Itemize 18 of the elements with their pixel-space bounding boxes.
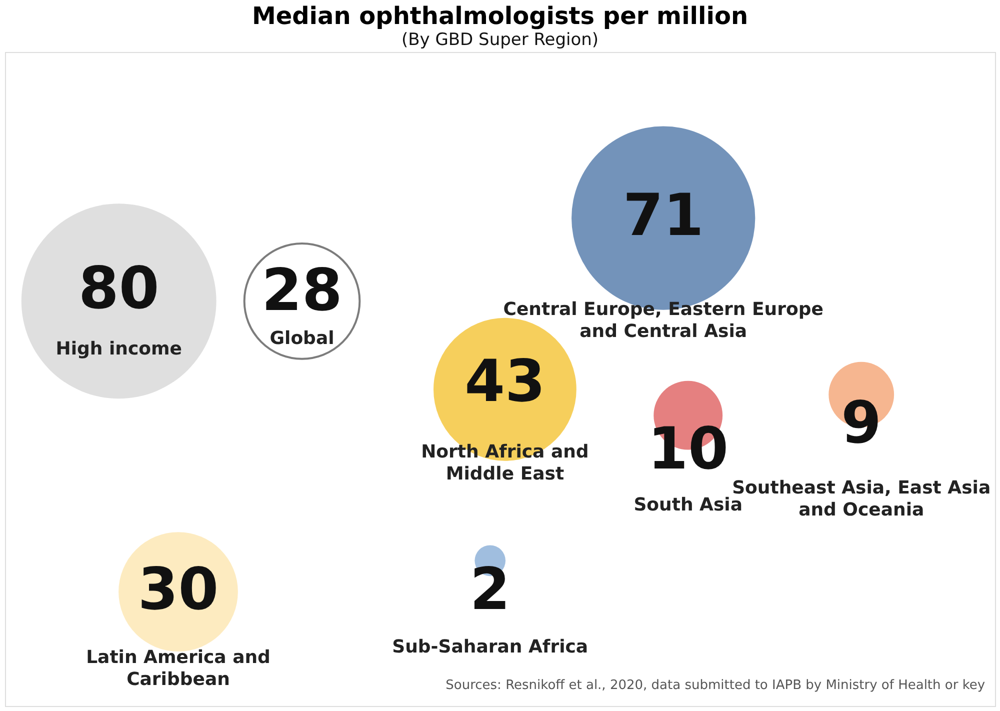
data-label: 30 [138, 554, 219, 623]
data-label: 80 [78, 254, 160, 322]
data-label: 43 [464, 347, 546, 416]
text: (By GBD Super Region) [401, 30, 599, 50]
category-label: South Asia [634, 494, 742, 516]
data-label: 71 [622, 181, 704, 250]
category-label: Central Europe, Eastern Europe and Central Asia [503, 299, 824, 342]
data-label: 2 [470, 554, 510, 623]
text: Median ophthalmologists per million [252, 2, 748, 30]
data-label: 9 [841, 388, 882, 457]
category-label: Latin America and Caribbean [86, 646, 270, 690]
category-label: Sub-Saharan Africa [392, 636, 588, 658]
category-label: High income [56, 338, 182, 360]
data-label: 10 [648, 414, 728, 483]
category-label: North Africa and Middle East [421, 441, 589, 484]
data-label: 28 [262, 256, 342, 324]
category-label: Global [270, 328, 334, 350]
source-note: Sources: Resnikoff et al., 2020, data submitted to IAPB by Ministry of Health or key [446, 678, 986, 694]
